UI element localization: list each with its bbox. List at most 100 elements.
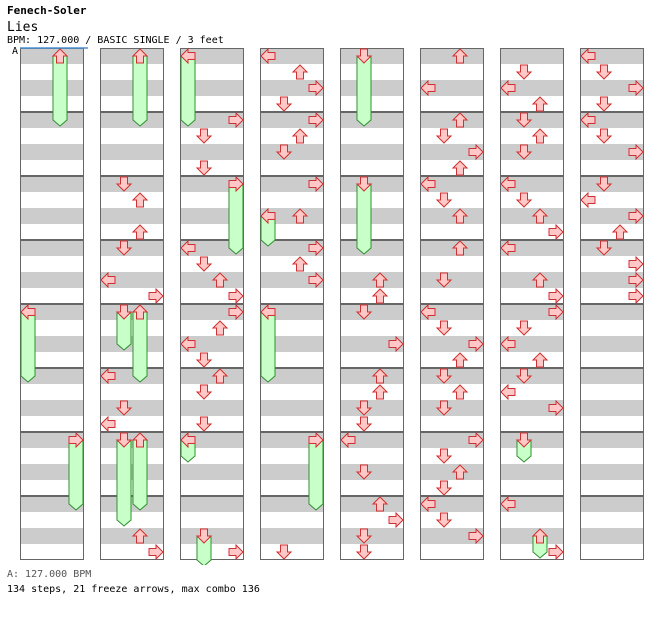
- measure-border: [420, 48, 484, 112]
- beat-stripe: [260, 112, 324, 128]
- beat-stripe: [580, 464, 644, 480]
- freeze-arrow-body: [132, 439, 148, 511]
- beat-stripe: [180, 176, 244, 192]
- measure-border: [340, 176, 404, 240]
- measure: [180, 496, 244, 560]
- measure-border: [420, 432, 484, 496]
- beat-stripe: [500, 144, 564, 160]
- measure: [580, 304, 644, 368]
- measure-border: [420, 240, 484, 304]
- measure-border: [500, 240, 564, 304]
- beat-stripe: [420, 176, 484, 192]
- measure: [420, 48, 484, 112]
- beat-stripe: [20, 336, 84, 352]
- beat-stripe: [260, 432, 324, 448]
- beat-stripe: [340, 304, 404, 320]
- measure-border: [100, 240, 164, 304]
- measure-border: [580, 368, 644, 432]
- measure: [260, 112, 324, 176]
- measure-border: [20, 496, 84, 560]
- beat-stripe: [580, 336, 644, 352]
- measure-border: [20, 240, 84, 304]
- measure: [580, 432, 644, 496]
- beat-stripe: [100, 432, 164, 448]
- measure-border: [260, 240, 324, 304]
- beat-stripe: [420, 528, 484, 544]
- beat-stripe: [20, 464, 84, 480]
- beat-stripe: [340, 464, 404, 480]
- measure-border: [180, 240, 244, 304]
- beat-stripe: [180, 336, 244, 352]
- beat-stripe: [20, 112, 84, 128]
- beat-stripe: [260, 176, 324, 192]
- measure: [180, 304, 244, 368]
- freeze-arrow-body: [52, 55, 68, 127]
- measure-border: [580, 432, 644, 496]
- measure: [100, 112, 164, 176]
- beat-stripe: [420, 400, 484, 416]
- beat-stripe: [100, 208, 164, 224]
- measure-border: [20, 112, 84, 176]
- measure: [340, 368, 404, 432]
- beat-stripe: [500, 304, 564, 320]
- beat-stripe: [340, 496, 404, 512]
- beat-stripe: [500, 80, 564, 96]
- beat-stripe: [500, 176, 564, 192]
- measure: [420, 368, 484, 432]
- beat-stripe: [580, 208, 644, 224]
- freeze-arrow-body: [356, 55, 372, 127]
- measure-border: [260, 112, 324, 176]
- beat-stripe: [180, 112, 244, 128]
- freeze-arrow-body: [116, 439, 132, 527]
- beat-stripe: [580, 528, 644, 544]
- beat-stripe: [340, 272, 404, 288]
- measure: [500, 112, 564, 176]
- measure: [20, 48, 84, 112]
- beat-stripe: [420, 432, 484, 448]
- beat-stripe: [20, 240, 84, 256]
- beat-stripe: [260, 144, 324, 160]
- measure-border: [500, 496, 564, 560]
- beat-stripe: [420, 208, 484, 224]
- section-marker: A: [12, 46, 19, 57]
- beat-stripe: [580, 272, 644, 288]
- beat-stripe: [260, 240, 324, 256]
- freeze-arrow-body: [356, 183, 372, 255]
- beat-stripe: [500, 48, 564, 64]
- beat-stripe: [260, 400, 324, 416]
- beat-stripe: [100, 368, 164, 384]
- beat-stripe: [100, 304, 164, 320]
- measure-border: [100, 432, 164, 496]
- beat-stripe: [580, 368, 644, 384]
- beat-stripe: [20, 48, 84, 64]
- chart-info: BPM: 127.000 / BASIC SINGLE / 3 feet: [7, 35, 224, 46]
- measure-border: [340, 368, 404, 432]
- beat-stripe: [340, 176, 404, 192]
- beat-stripe: [260, 304, 324, 320]
- beat-stripe: [180, 80, 244, 96]
- beat-stripe: [260, 528, 324, 544]
- beat-stripe: [180, 528, 244, 544]
- beat-stripe: [20, 208, 84, 224]
- measure: [100, 432, 164, 496]
- measure: [100, 48, 164, 112]
- beat-stripe: [180, 368, 244, 384]
- beat-stripe: [100, 336, 164, 352]
- measure: [20, 112, 84, 176]
- beat-stripe: [180, 400, 244, 416]
- beat-stripe: [20, 368, 84, 384]
- measure: [100, 496, 164, 560]
- beat-stripe: [100, 48, 164, 64]
- measure: [580, 496, 644, 560]
- beat-stripe: [260, 464, 324, 480]
- bpm-summary: A: 127.000 BPM: [7, 569, 92, 580]
- beat-stripe: [500, 368, 564, 384]
- measure: [420, 304, 484, 368]
- beat-stripe: [580, 304, 644, 320]
- beat-stripe: [20, 304, 84, 320]
- beat-stripe: [580, 48, 644, 64]
- beat-stripe: [420, 496, 484, 512]
- beat-stripe: [180, 272, 244, 288]
- beat-stripe: [420, 240, 484, 256]
- measure-border: [260, 368, 324, 432]
